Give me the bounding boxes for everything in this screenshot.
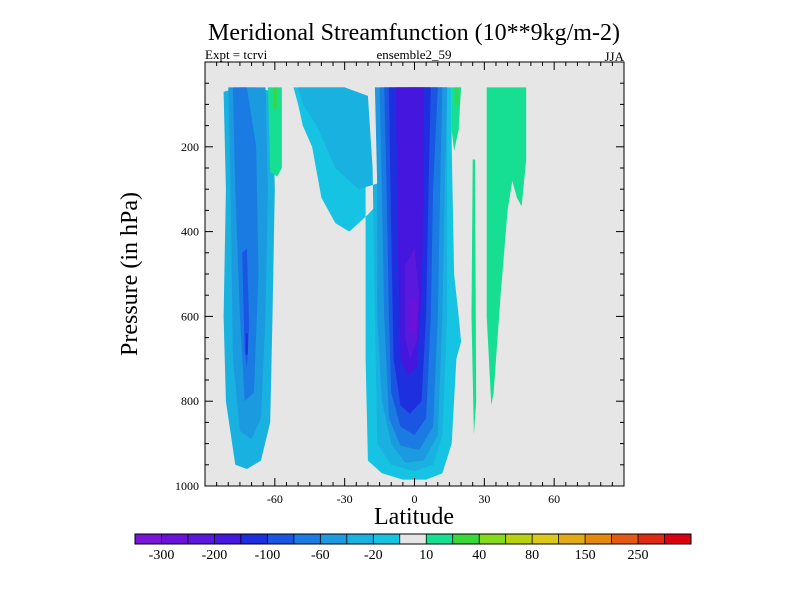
x-tick-label: 60 — [548, 492, 560, 506]
colorbar-swatch — [611, 534, 639, 544]
colorbar-swatch — [240, 534, 268, 544]
colorbar-frame — [134, 533, 692, 545]
colorbar-swatch — [532, 534, 559, 544]
x-tick-label: -30 — [337, 492, 353, 506]
contour-region-green-tongue-a — [267, 87, 282, 177]
colorbar-label: 40 — [472, 548, 486, 563]
x-axis: -60 -30 0 30 60 — [204, 62, 625, 506]
colorbar-swatch — [267, 534, 295, 544]
contour-region-green-sliver-a — [273, 87, 277, 109]
contour-fills — [223, 87, 527, 480]
contour-region-green-sliver-c — [471, 159, 477, 436]
colorbar-swatch — [585, 534, 612, 544]
colorbar-label: -100 — [255, 548, 281, 563]
colorbar-label: -20 — [364, 548, 383, 563]
colorbar-swatch — [346, 534, 374, 544]
colorbar-swatch — [505, 534, 533, 544]
y-axis-label: Pressure (in hPa) — [117, 192, 143, 356]
y-tick-label: 600 — [181, 309, 199, 323]
colorbar-swatch — [558, 534, 586, 544]
colorbar-swatch — [399, 534, 427, 544]
colorbar-swatch — [479, 534, 506, 544]
expt-label: Expt = tcrvi — [205, 47, 268, 62]
colorbar-swatch — [452, 534, 480, 544]
colorbar-swatch — [426, 534, 454, 544]
colorbar: -300 -200 -100 -60 -20 10 40 80 150 250 — [134, 533, 692, 563]
colorbar-swatch — [373, 534, 401, 544]
y-tick-label: 400 — [181, 225, 199, 239]
colorbar-label: 80 — [525, 548, 539, 563]
colorbar-label: -200 — [202, 548, 228, 563]
colorbar-label: 150 — [575, 548, 596, 563]
x-tick-label: 0 — [412, 492, 418, 506]
colorbar-label: -300 — [149, 548, 175, 563]
colorbar-swatch — [214, 534, 242, 544]
ensemble-label: ensemble2_59 — [376, 47, 451, 62]
chart-title: Meridional Streamfunction (10**9kg/m-2) — [208, 20, 620, 46]
contour-region-sh-cell-min — [245, 333, 248, 355]
y-axis: 200 400 600 800 1000 — [175, 61, 624, 493]
contour-region-nh-green-cell — [486, 87, 527, 406]
x-tick-label: 30 — [478, 492, 490, 506]
colorbar-swatch — [135, 534, 162, 544]
y-tick-label: 1000 — [175, 479, 199, 493]
y-tick-label: 800 — [181, 394, 199, 408]
colorbar-swatch — [187, 534, 215, 544]
x-axis-label: Latitude — [374, 504, 454, 530]
y-tick-label: 200 — [181, 140, 199, 154]
contour-region-green-tongue-b — [451, 87, 462, 151]
colorbar-label: 250 — [628, 548, 649, 563]
colorbar-label: 10 — [419, 548, 433, 563]
contour-region-sh-cell-deep — [232, 87, 259, 402]
contour-region-green-sliver-b — [455, 87, 459, 105]
colorbar-swatch — [664, 534, 692, 544]
colorbar-label: -60 — [311, 548, 330, 563]
season-label: JJA — [604, 49, 624, 64]
colorbar-swatch — [293, 534, 321, 544]
colorbar-swatch — [320, 534, 348, 544]
colorbar-swatch — [161, 534, 189, 544]
colorbar-swatch — [638, 534, 665, 544]
x-tick-label: -60 — [267, 492, 283, 506]
contour-region-main-layer-9 — [409, 299, 417, 334]
